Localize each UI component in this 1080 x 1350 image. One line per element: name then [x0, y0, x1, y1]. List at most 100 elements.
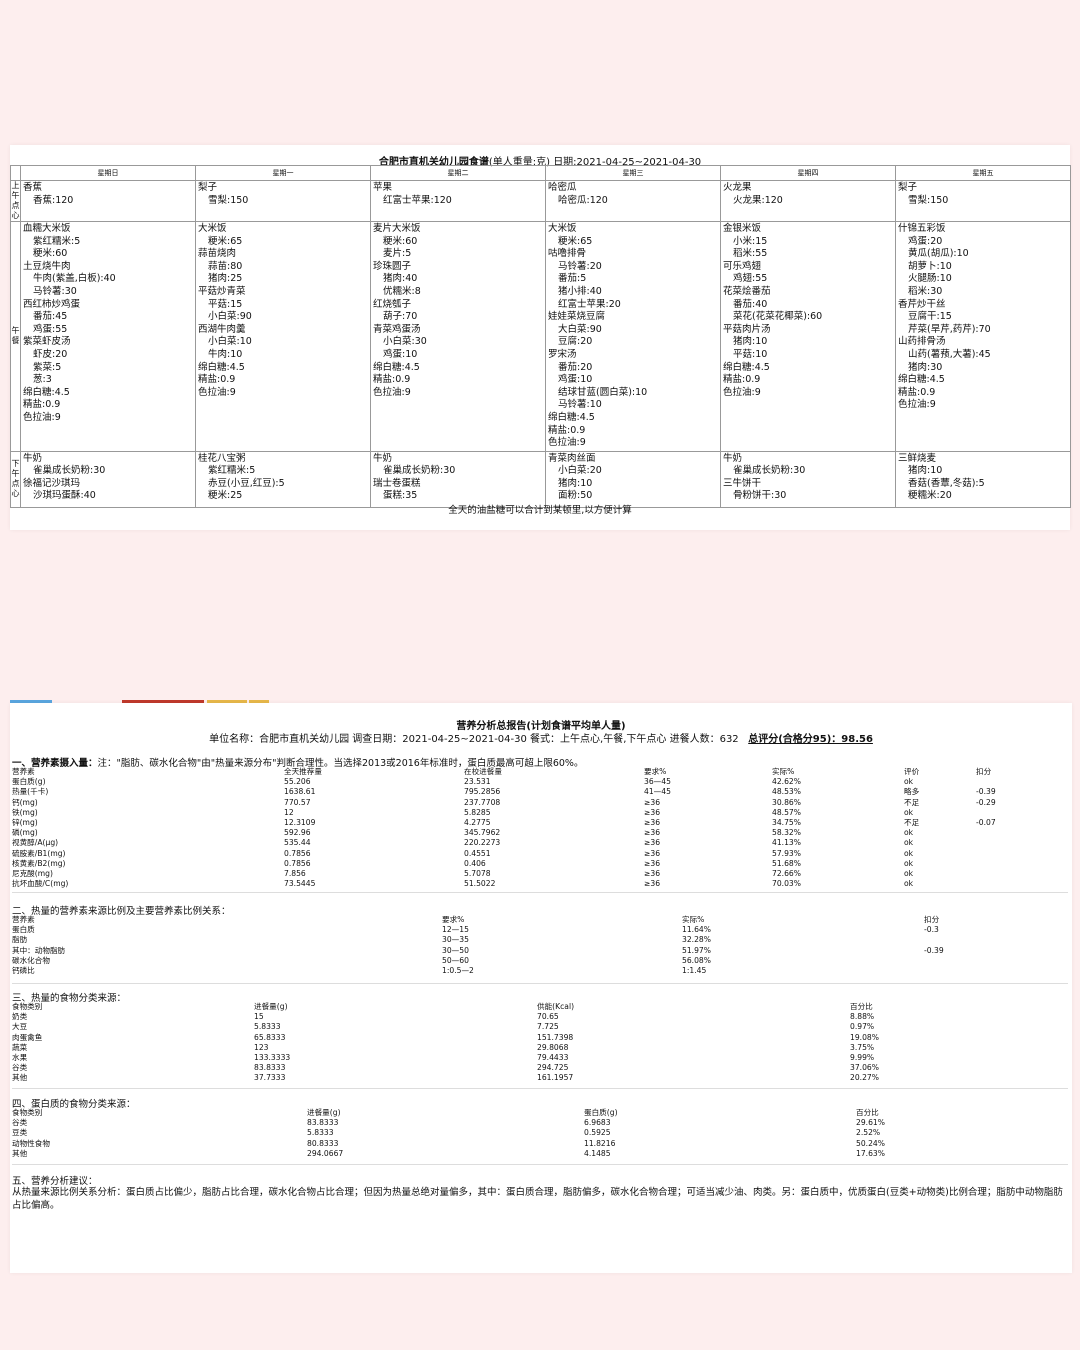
table-cell: 6.9683	[584, 1118, 611, 1128]
ingredient: 紫红糯米:5	[33, 235, 81, 247]
dish-name: 香蕉	[23, 182, 43, 193]
ingredient: 麦片:5	[383, 248, 412, 260]
table-cell: 0.7856	[284, 858, 311, 868]
menu-row-morning: 上午点心 香蕉 香蕉:120 梨子 雪梨:150 苹果 红富士苹果:120 哈密瓜 哈密…	[10, 180, 1071, 222]
column-header: 扣分	[976, 767, 992, 776]
table-cell: 17.63%	[856, 1148, 885, 1158]
ingredient: 葫子:70	[383, 311, 418, 323]
table-cell: 7.725	[537, 1022, 559, 1032]
table-cell: 19.08%	[850, 1032, 879, 1042]
section-note: 注："脂肪、碳水化合物"由"热量来源分布"判断合理性。当选择2013或2016年…	[97, 758, 584, 769]
ingredient: 稻米:30	[908, 285, 943, 297]
ingredient: 胡萝卜:10	[908, 260, 952, 272]
divider	[12, 983, 1068, 984]
table-cell: ≥36	[644, 797, 661, 807]
table-cell: 70.03%	[772, 879, 801, 889]
table-cell: 70.65	[537, 1012, 559, 1022]
ingredient: 小白菜:90	[208, 311, 252, 323]
table-cell: 50.24%	[856, 1138, 885, 1148]
menu-cell: 牛奶 雀巢成长奶粉:30 三牛饼干 骨粉饼干:30	[721, 452, 895, 504]
ingredient: 鸡蛋:20	[908, 235, 943, 247]
dish-name: 珍珠圆子	[373, 260, 412, 272]
table-cell: ≥36	[644, 817, 661, 827]
table-cell: 5.8285	[464, 807, 491, 817]
dish-name: 西湖牛肉羹	[198, 323, 246, 335]
table-cell: 9.99%	[850, 1052, 875, 1062]
ingredient: 色拉油:9	[898, 399, 936, 411]
table-row: 磷(mg) 592.96 345.7962 ≥36 58.32% ok	[12, 828, 1062, 838]
ingredient: 番茄:45	[33, 311, 68, 323]
ingredient: 雪梨:150	[208, 194, 249, 206]
dish-name: 紫菜虾皮汤	[23, 336, 71, 348]
table-cell: 豆类	[12, 1128, 28, 1138]
table-cell: 294.725	[537, 1063, 569, 1073]
menu-cell: 麦片大米饭 粳米:60 麦片:5 珍珠圆子 猪肉:40 优糯米:8 红烧瓠子 葫子:70 青菜鸡…	[371, 222, 545, 400]
menu-cell: 桂花八宝粥 紫红糯米:5 赤豆(小豆,红豆):5 粳米:25	[196, 452, 370, 504]
table-cell: ≥36	[644, 838, 661, 848]
table-row: 蔬菜 123 29.8068 3.75%	[12, 1043, 1062, 1053]
ingredient: 芹菜(旱芹,药芹):70	[908, 323, 991, 335]
report-meta: 单位名称：合肥市直机关幼儿园 调查日期：2021-04-25~2021-04-3…	[209, 734, 739, 745]
section-heading: 一、营养素摄入量：	[12, 758, 98, 769]
table-cell: 锌(mg)	[12, 817, 38, 827]
table-cell: 30—50	[442, 945, 469, 955]
deco-strip-blue	[10, 700, 52, 703]
menu-row-lunch: 午餐 血糯大米饭 紫红糯米:5 粳米:60 土豆烧牛肉 牛肉(紫盖,白板):40 马铃薯:…	[10, 221, 1071, 452]
table-cell: 谷类	[12, 1118, 28, 1128]
table-cell: 345.7962	[464, 828, 501, 838]
table-cell: 72.66%	[772, 868, 801, 878]
dish-name: 西红柿炒鸡蛋	[23, 298, 81, 310]
column-header: 食物类别	[12, 1108, 43, 1117]
table-cell: 蔬菜	[12, 1042, 28, 1052]
ingredient: 色拉油:9	[723, 386, 761, 398]
ingredient: 番茄:5	[558, 273, 587, 285]
table-cell: 0.406	[464, 858, 486, 868]
ingredient: 色拉油:9	[198, 386, 236, 398]
table-cell: 42.62%	[772, 777, 801, 787]
table-cell: 蛋白质	[12, 925, 35, 935]
column-header: 要求%	[442, 915, 465, 924]
table-cell: 蛋白质(g)	[12, 777, 46, 787]
table-row: 其他 294.0667 4.1485 17.63%	[12, 1149, 1062, 1159]
dish-name: 可乐鸡翅	[723, 260, 762, 272]
menu-cell: 哈密瓜 哈密瓜:120	[546, 181, 720, 208]
table-cell: 12—15	[442, 925, 469, 935]
table-cell: 55.206	[284, 777, 311, 787]
ingredient: 精盐:0.9	[373, 374, 411, 386]
table-cell: 37.06%	[850, 1063, 879, 1073]
deco-strip-red	[122, 700, 204, 703]
section-4-heading: 四、蛋白质的食物分类来源：	[12, 1099, 136, 1110]
menu-cell: 大米饭 粳米:65 蒜苗烧肉 蒜苗:80 猪肉:25 平菇炒青菜 平菇:15 小白菜:90 西湖…	[196, 222, 370, 400]
meal-label: 上午点心	[10, 180, 21, 222]
table-cell: 11.8216	[584, 1138, 616, 1148]
ingredient: 粳米:25	[208, 490, 243, 502]
advice-text: 从热量来源比例关系分析：蛋白质占比偏少，脂肪占比合理，碳水化合物占比合理；但因为…	[12, 1187, 1063, 1211]
column-header: 实际%	[682, 915, 705, 924]
table-cell: 57.93%	[772, 848, 801, 858]
table-cell: 磷(mg)	[12, 828, 38, 838]
table-row: 抗坏血酸/C(mg) 73.5445 51.5022 ≥36 70.03% ok	[12, 879, 1062, 889]
table-cell: 20.27%	[850, 1073, 879, 1083]
dish-name: 桂花八宝粥	[198, 452, 246, 464]
column-header: 实际%	[772, 767, 795, 776]
table-cell: 12.3109	[284, 817, 316, 827]
ingredient: 香菇(香蕈,冬菇):5	[908, 477, 985, 489]
ingredient: 牛肉:10	[208, 348, 243, 360]
nutrient-intake-table: 营养素 全天推荐量 在校进餐量 要求% 实际% 评价 扣分 蛋白质(g) 55.206 23.53…	[12, 767, 1062, 889]
table-cell: 5.8333	[254, 1022, 281, 1032]
table-cell: 294.0667	[307, 1148, 344, 1158]
table-cell: 钙(mg)	[12, 797, 38, 807]
dish-name: 瑞士卷蛋糕	[373, 477, 421, 489]
table-row: 奶类 15 70.65 8.88%	[12, 1012, 1062, 1022]
ingredient: 紫红糯米:5	[208, 465, 256, 477]
ingredient: 蒜苗:80	[208, 260, 243, 272]
table-cell: 161.1957	[537, 1073, 574, 1083]
table-cell: 51.5022	[464, 879, 496, 889]
ingredient: 小白菜:30	[383, 336, 427, 348]
table-row: 谷类 83.8333 294.725 37.06%	[12, 1063, 1062, 1073]
column-header: 供能(Kcal)	[537, 1002, 575, 1011]
table-cell: ok	[904, 858, 914, 868]
ingredient: 粳米:60	[33, 248, 68, 260]
ingredient: 稻米:55	[733, 248, 768, 260]
ingredient: 蛋糕:35	[383, 490, 418, 502]
